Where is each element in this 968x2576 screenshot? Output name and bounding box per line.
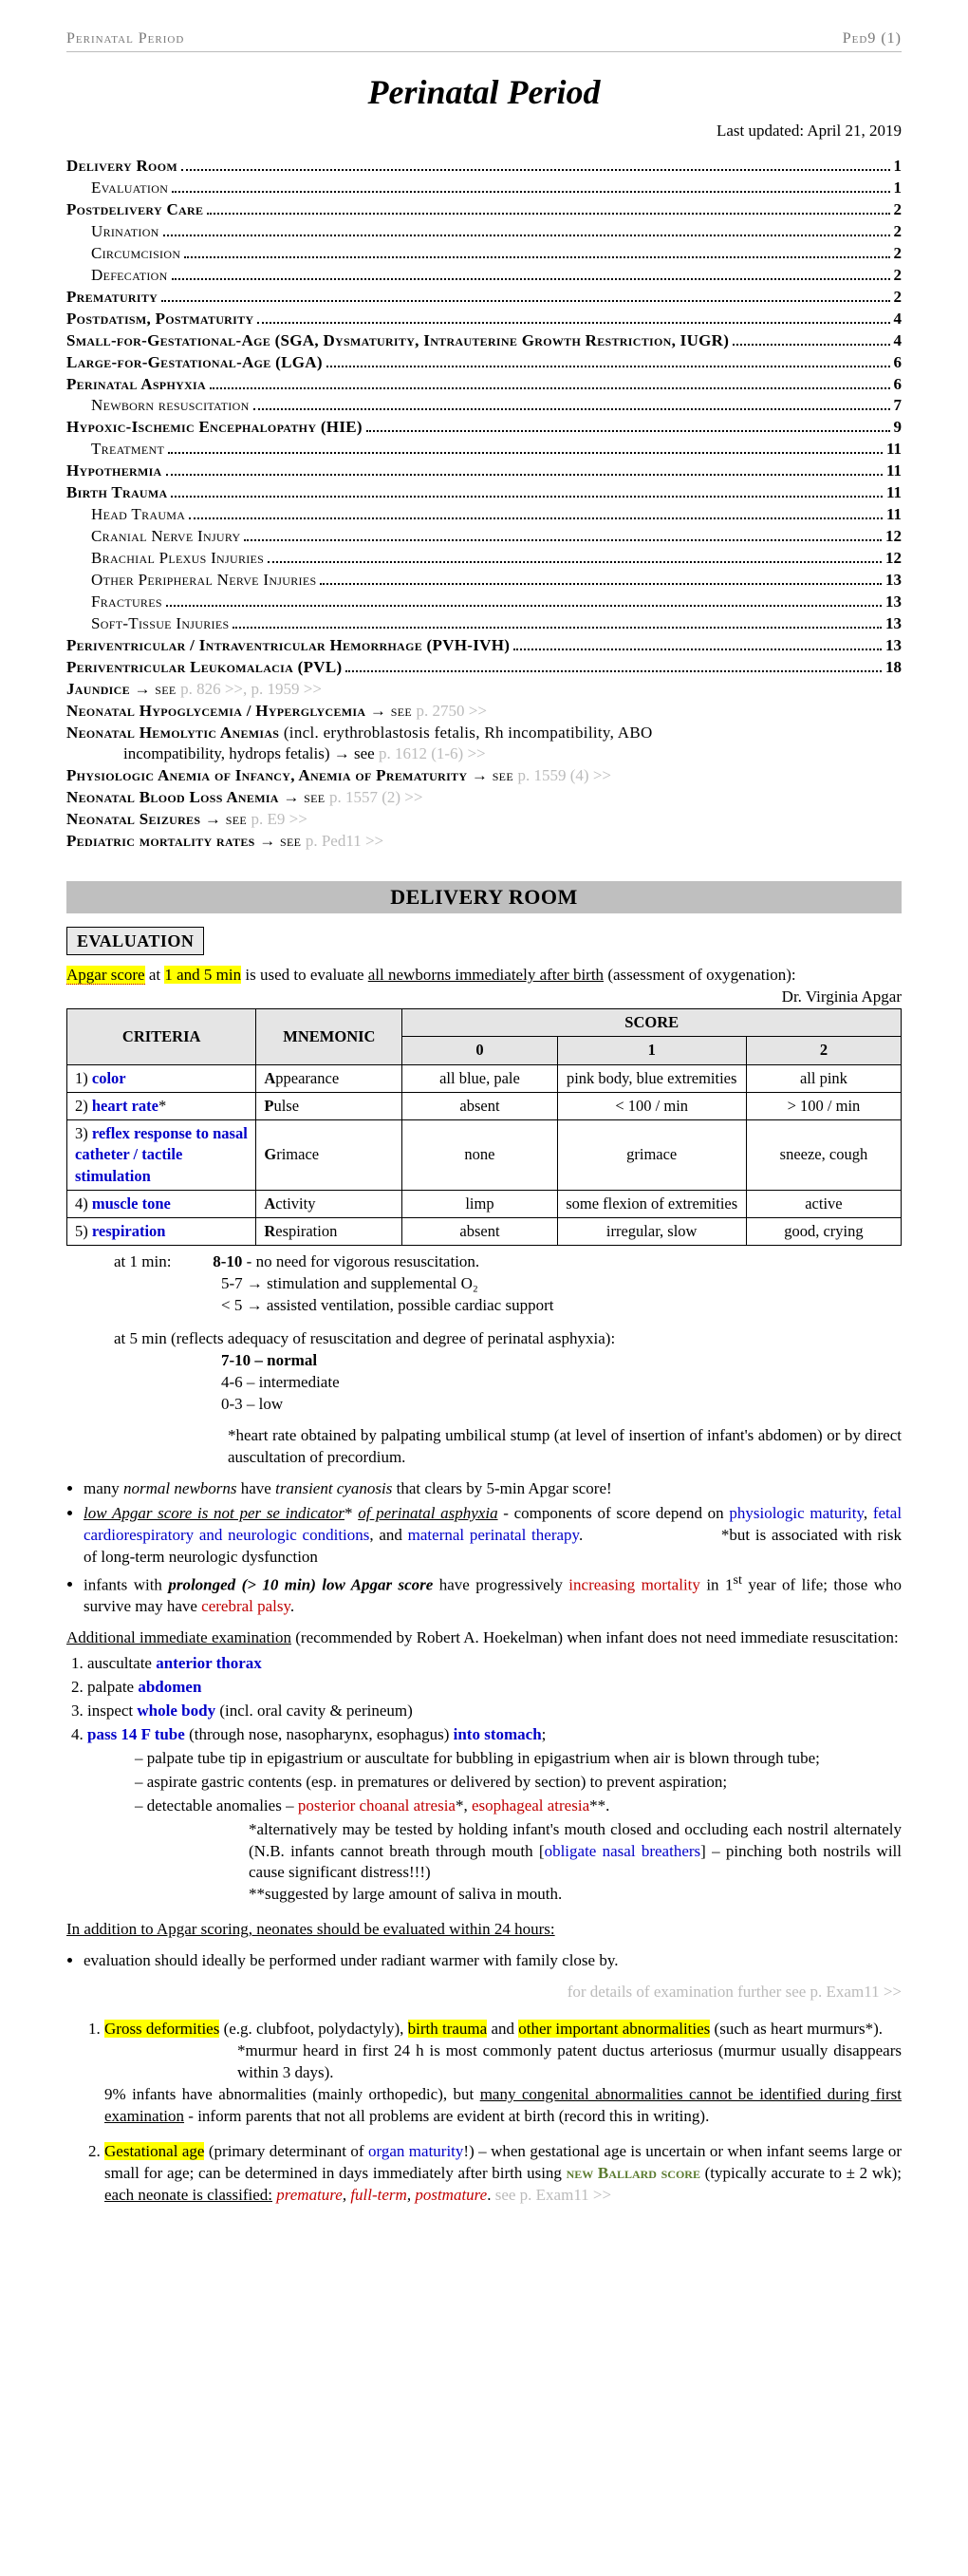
toc-row: Delivery Room1 — [66, 156, 902, 178]
toc-ext-row: Neonatal Hypoglycemia / Hyperglycemia → … — [66, 701, 902, 723]
list-item: pass 14 F tube (through nose, nasopharyn… — [87, 1724, 902, 1907]
table-row: 4) muscle toneActivitylimpsome flexion o… — [67, 1190, 902, 1217]
toc-ext-row: Neonatal Hemolytic Anemias (incl. erythr… — [66, 723, 902, 744]
toc-row: Postdatism, Postmaturity4 — [66, 309, 902, 330]
apgar-notes-list: many normal newborns have transient cyan… — [84, 1478, 902, 1618]
toc-row: Treatment11 — [66, 439, 902, 461]
toc-row: Head Trauma11 — [66, 504, 902, 526]
apgar-intro: Apgar score at 1 and 5 min is used to ev… — [66, 965, 902, 987]
toc-ext-row: Pediatric mortality rates → see p. Ped11… — [66, 831, 902, 853]
toc-row: Circumcision2 — [66, 243, 902, 265]
toc-row: Hypoxic-Ischemic Encephalopathy (HIE)9 — [66, 417, 902, 439]
header-right: Ped9 (1) — [843, 28, 902, 49]
toc-ext-row: Physiologic Anemia of Infancy, Anemia of… — [66, 765, 902, 787]
list-item: low Apgar score is not per se indicator*… — [84, 1503, 902, 1569]
toc-row: Periventricular / Intraventricular Hemor… — [66, 635, 902, 657]
toc-row: Other Peripheral Nerve Injuries13 — [66, 570, 902, 592]
document-title: Perinatal Period — [66, 69, 902, 116]
toc-row: Urination2 — [66, 221, 902, 243]
list-item: inspect whole body (incl. oral cavity & … — [87, 1701, 902, 1722]
toc-row: Small-for-Gestational-Age (SGA, Dysmatur… — [66, 330, 902, 352]
toc-row: Evaluation1 — [66, 178, 902, 199]
apgar-table: CRITERIA MNEMONIC SCORE 0 1 2 1) colorAp… — [66, 1008, 902, 1246]
list-item: infants with prolonged (> 10 min) low Ap… — [84, 1571, 902, 1619]
toc-ext-row: Neonatal Blood Loss Anemia → see p. 1557… — [66, 787, 902, 809]
additional-exam-intro: Additional immediate examination (recomm… — [66, 1627, 902, 1649]
toc-row: Perinatal Asphyxia6 — [66, 374, 902, 396]
toc-row: Soft-Tissue Injuries13 — [66, 613, 902, 635]
list-item: many normal newborns have transient cyan… — [84, 1478, 902, 1500]
subsection-heading: EVALUATION — [66, 927, 204, 955]
toc-row: Large-for-Gestational-Age (LGA)6 — [66, 352, 902, 374]
toc-row: Defecation2 — [66, 265, 902, 287]
toc-row: Fractures13 — [66, 592, 902, 613]
at-5-min: at 5 min (reflects adequacy of resuscita… — [114, 1328, 902, 1350]
page-header: Perinatal Period Ped9 (1) — [66, 28, 902, 52]
toc-row: Hypothermia11 — [66, 461, 902, 482]
heart-rate-note: *heart rate obtained by palpating umbili… — [228, 1425, 902, 1469]
within-24h-heading: In addition to Apgar scoring, neonates s… — [66, 1919, 902, 1941]
list-item: palpate abdomen — [87, 1677, 902, 1699]
additional-exam-list: auscultate anterior thorax palpate abdom… — [87, 1653, 902, 1906]
toc-row: Brachial Plexus Injuries12 — [66, 548, 902, 570]
at-1-min: at 1 min: 8-10 - no need for vigorous re… — [114, 1251, 902, 1273]
list-item: auscultate anterior thorax — [87, 1653, 902, 1675]
exam-ref: for details of examination further see p… — [66, 1982, 902, 2003]
apgar-attribution: Dr. Virginia Apgar — [782, 987, 902, 1008]
toc-row: Birth Trauma11 — [66, 482, 902, 504]
toc-row: Postdelivery Care2 — [66, 199, 902, 221]
toc-row: Newborn resuscitation7 — [66, 395, 902, 417]
toc-ext-row: Neonatal Seizures → see p. E9 >> — [66, 809, 902, 831]
header-left: Perinatal Period — [66, 28, 184, 49]
eval-24h-list: Gross deformities (e.g. clubfoot, polyda… — [104, 2019, 902, 2207]
table-row: 1) colorAppearanceall blue, palepink bod… — [67, 1064, 902, 1092]
list-item: Gross deformities (e.g. clubfoot, polyda… — [104, 2019, 902, 2128]
toc-row: Cranial Nerve Injury12 — [66, 526, 902, 548]
table-row: 3) reflex response to nasal catheter / t… — [67, 1120, 902, 1191]
table-row: 5) respirationRespirationabsentirregular… — [67, 1218, 902, 1246]
last-updated: Last updated: April 21, 2019 — [66, 121, 902, 142]
list-item: evaluation should ideally be performed u… — [84, 1950, 902, 1972]
list-item: Gestational age (primary determinant of … — [104, 2141, 902, 2207]
section-heading: DELIVERY ROOM — [66, 881, 902, 913]
table-row: 2) heart rate*Pulseabsent< 100 / min> 10… — [67, 1092, 902, 1119]
toc-row: Prematurity2 — [66, 287, 902, 309]
toc-ext-row: Jaundice → see p. 826 >>, p. 1959 >> — [66, 679, 902, 701]
table-of-contents: Delivery Room1Evaluation1Postdelivery Ca… — [66, 156, 902, 853]
toc-row: Periventricular Leukomalacia (PVL)18 — [66, 657, 902, 679]
